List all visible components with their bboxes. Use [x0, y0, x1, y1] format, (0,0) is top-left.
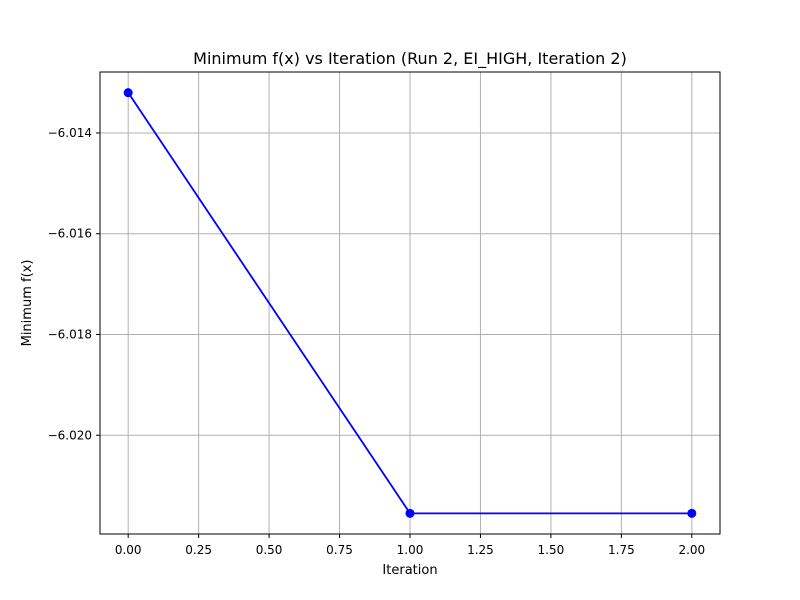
- y-tick-label: −6.016: [48, 227, 92, 241]
- x-tick-label: 0.50: [256, 543, 283, 557]
- x-axis-label: Iteration: [382, 563, 437, 578]
- x-tick-label: 1.25: [467, 543, 494, 557]
- x-tick-label: 0.00: [115, 543, 142, 557]
- x-tick-label: 0.25: [185, 543, 212, 557]
- y-tick-label: −6.014: [48, 126, 92, 140]
- data-point: [405, 508, 415, 518]
- grid: [100, 72, 720, 534]
- x-tick-label: 1.50: [538, 543, 565, 557]
- y-tick-label: −6.020: [48, 428, 92, 442]
- x-tick-label: 1.00: [397, 543, 424, 557]
- series: [123, 88, 697, 518]
- chart-title: Minimum f(x) vs Iteration (Run 2, EI_HIG…: [193, 49, 627, 69]
- axis-ticks: 0.00 0.25 0.50 0.75 1.00 1.25 1.50 1.75 2.00 −6.0…: [48, 126, 706, 557]
- y-tick-label: −6.018: [48, 327, 92, 341]
- y-axis-label: Minimum f(x): [20, 260, 35, 347]
- x-tick-label: 1.75: [608, 543, 635, 557]
- x-tick-label: 2.00: [678, 543, 705, 557]
- data-point: [123, 88, 133, 98]
- data-point: [687, 508, 697, 518]
- x-tick-label: 0.75: [326, 543, 353, 557]
